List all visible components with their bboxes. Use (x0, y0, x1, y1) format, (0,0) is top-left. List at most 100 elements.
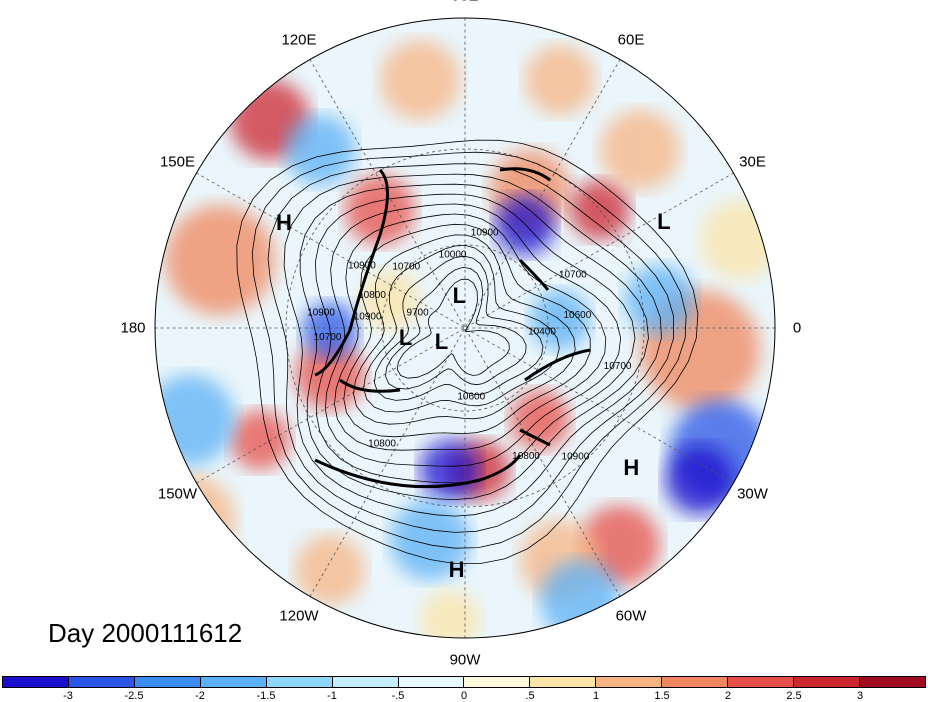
colorbar-swatch (266, 677, 333, 687)
height-contour (299, 183, 649, 501)
anomaly-patch (420, 440, 480, 500)
height-contour (251, 151, 687, 549)
height-contour (334, 213, 607, 451)
latitude-circle (381, 244, 549, 412)
contour-label: 10900 (307, 307, 335, 318)
height-contour (236, 139, 699, 564)
colorbar-tick-label: 0 (460, 690, 468, 702)
longitude-label: 90W (449, 651, 481, 669)
jet-contour (339, 378, 401, 393)
jet-contour (314, 168, 389, 377)
colorbar-swatch (332, 677, 399, 687)
colorbar (2, 676, 926, 688)
jet-contours (314, 167, 591, 489)
height-contours (236, 139, 699, 564)
height-contour (373, 255, 544, 401)
lat-lon-grid (155, 18, 775, 638)
colorbar-tick-label: -1 (327, 690, 337, 702)
longitude-label: 150E (159, 153, 195, 171)
anomaly-patch (390, 500, 470, 580)
anomaly-patch (525, 45, 595, 115)
longitude-label: 120E (281, 31, 317, 49)
longitude-label: 150W (157, 485, 198, 503)
colorbar-tick-label: 2.5 (786, 690, 802, 702)
anomaly-patch (420, 590, 480, 638)
colorbar-tick-label: -.5 (391, 690, 405, 702)
contour-label: 10900 (562, 452, 590, 463)
colorbar-swatch (398, 677, 465, 687)
contour-label: 10700 (559, 270, 587, 281)
longitude-label: 0 (792, 319, 802, 337)
colorbar-swatch (3, 677, 69, 687)
longitude-label: 30E (739, 153, 766, 171)
colorbar-tick-label: 1 (592, 690, 600, 702)
low-pressure-marker: L (434, 328, 449, 354)
longitude-label: 30W (737, 485, 768, 503)
colorbar-tick-label: -2.5 (124, 690, 144, 702)
height-contour (385, 266, 527, 390)
colorbar-swatch (794, 677, 860, 687)
high-pressure-marker: H (623, 454, 640, 480)
colorbar-swatch (859, 677, 925, 687)
anomaly-patch (380, 40, 460, 120)
contour-label: 10700 (604, 361, 632, 372)
contour-label: 10000 (439, 250, 467, 261)
longitude-label: 120W (279, 607, 319, 625)
high-pressure-marker: H (448, 557, 465, 583)
contour-label: 10900 (348, 261, 376, 272)
colorbar-tick-label: 2 (724, 690, 732, 702)
contour-label: 9700 (406, 307, 429, 318)
height-contour (343, 223, 591, 438)
anomaly-patch (600, 110, 680, 190)
longitude-label: 60E (617, 31, 645, 49)
height-contour (283, 173, 662, 517)
contour-label: 10400 (528, 327, 556, 338)
colorbar-tick-label: -1.5 (256, 690, 276, 702)
colorbar-swatch (68, 677, 135, 687)
contour-label: 10900 (471, 227, 499, 238)
anomaly-patch (580, 505, 660, 585)
anomaly-patch (345, 175, 415, 245)
latitude-circle (285, 148, 645, 508)
height-contour (267, 163, 674, 533)
low-pressure-marker: L (452, 282, 467, 308)
height-contour (314, 193, 636, 484)
anomaly-patch (665, 445, 735, 515)
longitude-label: 90E (452, 0, 479, 5)
contour-label: 10800 (512, 451, 540, 462)
anomaly-patch (295, 340, 365, 410)
jet-contour (524, 348, 591, 382)
colorbar-tick-label: .5 (525, 690, 535, 702)
height-contour (396, 278, 510, 379)
date-title: Day 2000111612 (48, 618, 243, 648)
low-pressure-marker: L (657, 209, 671, 235)
colorbar-swatch (662, 677, 729, 687)
high-pressure-marker: H (275, 210, 292, 236)
colorbar-tick-label: 3 (856, 690, 864, 702)
jet-contour (499, 167, 551, 182)
anomaly-patch (155, 375, 235, 465)
contour-label: 10700 (392, 261, 420, 272)
colorbar-tick-label: 1.5 (654, 690, 670, 702)
anomaly-patch (540, 560, 620, 638)
contour-label: 10800 (358, 290, 386, 301)
colorbar-tick-label: -3 (63, 690, 73, 702)
contour-label: 10900 (354, 311, 382, 322)
low-pressure-marker: L (398, 325, 413, 351)
jet-contour (314, 454, 522, 489)
colorbar-tick-label: -2 (195, 690, 205, 702)
longitude-label: 180 (120, 319, 146, 337)
contour-label: 10600 (563, 310, 591, 321)
contour-label: 10800 (368, 438, 396, 449)
contour-label: 10700 (314, 332, 342, 343)
colorbar-swatch (200, 677, 267, 687)
jet-contour (519, 428, 551, 447)
anomaly-patch (165, 205, 275, 315)
colorbar-swatch (134, 677, 201, 687)
height-contour (353, 234, 576, 425)
anomaly-patch (295, 535, 365, 605)
colorbar-swatch (464, 677, 531, 687)
anomaly-patch (285, 115, 355, 185)
longitude-label: 60W (615, 607, 647, 625)
